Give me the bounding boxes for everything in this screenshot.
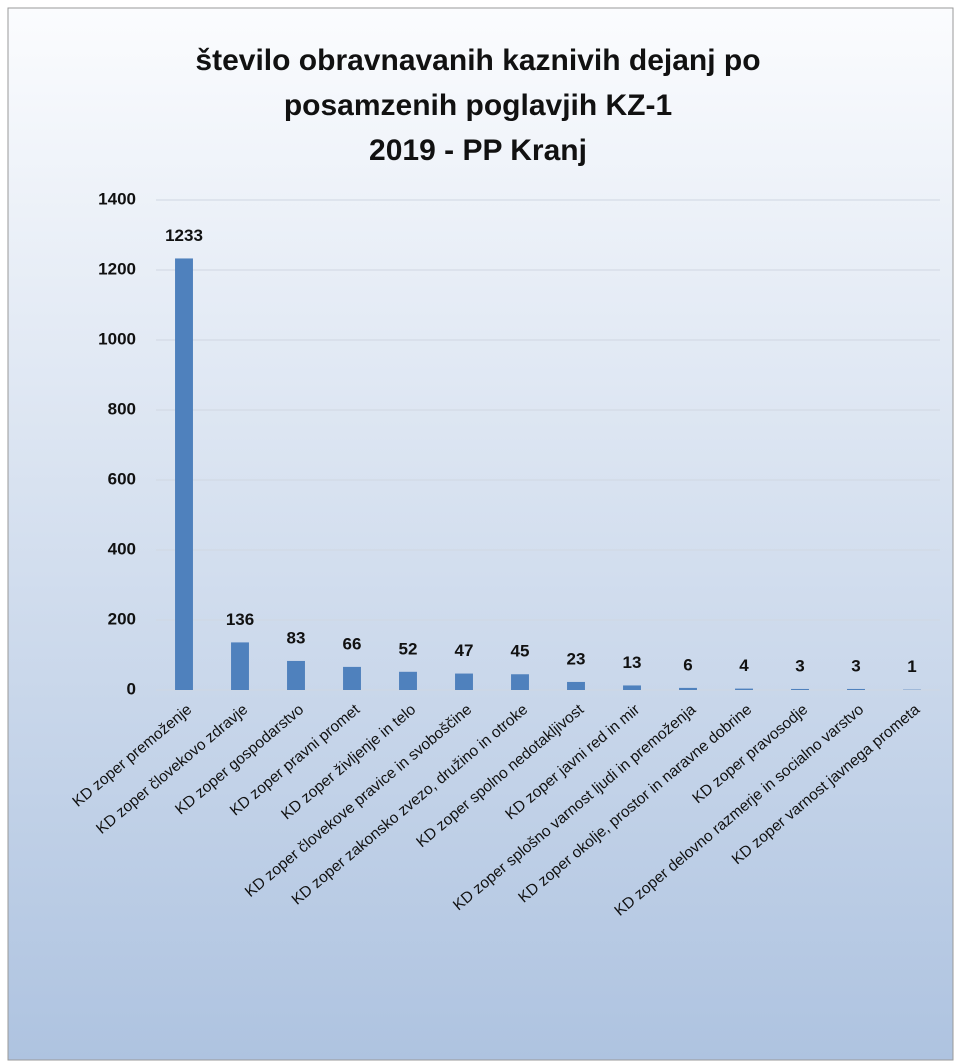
- y-tick-label: 0: [127, 679, 136, 698]
- data-label: 136: [226, 610, 254, 629]
- data-label: 1233: [165, 226, 203, 245]
- data-label: 3: [851, 656, 860, 675]
- bar: [511, 674, 529, 690]
- bar: [791, 688, 809, 690]
- data-label: 1: [907, 657, 916, 676]
- data-label: 3: [795, 656, 804, 675]
- chart-background: [7, 7, 954, 1061]
- bar: [399, 671, 417, 690]
- data-label: 45: [511, 642, 530, 661]
- data-label: 13: [623, 653, 642, 672]
- data-label: 47: [455, 641, 474, 660]
- data-label: 52: [399, 639, 418, 658]
- data-label: 6: [683, 655, 692, 674]
- chart-title: posamzenih poglavjih KZ-1: [284, 89, 672, 122]
- bar: [175, 258, 193, 690]
- y-tick-label: 1400: [98, 189, 136, 208]
- bar: [343, 666, 361, 690]
- y-tick-label: 1200: [98, 259, 136, 278]
- bar: [455, 673, 473, 690]
- chart-title: število obravnavanih kaznivih dejanj po: [195, 44, 760, 77]
- y-tick-label: 400: [108, 539, 136, 558]
- data-label: 23: [567, 649, 586, 668]
- bar: [567, 681, 585, 690]
- y-tick-label: 200: [108, 609, 136, 628]
- bar: [679, 687, 697, 690]
- chart-title: 2019 - PP Kranj: [369, 134, 587, 167]
- bar: [623, 685, 641, 690]
- data-label: 83: [287, 628, 306, 647]
- data-label: 66: [343, 634, 362, 653]
- y-tick-label: 1000: [98, 329, 136, 348]
- data-label: 4: [739, 656, 749, 675]
- bar: [847, 688, 865, 690]
- y-tick-label: 600: [108, 469, 136, 488]
- y-tick-label: 800: [108, 399, 136, 418]
- bar: [735, 688, 753, 690]
- bar: [231, 642, 249, 690]
- bar: [287, 660, 305, 690]
